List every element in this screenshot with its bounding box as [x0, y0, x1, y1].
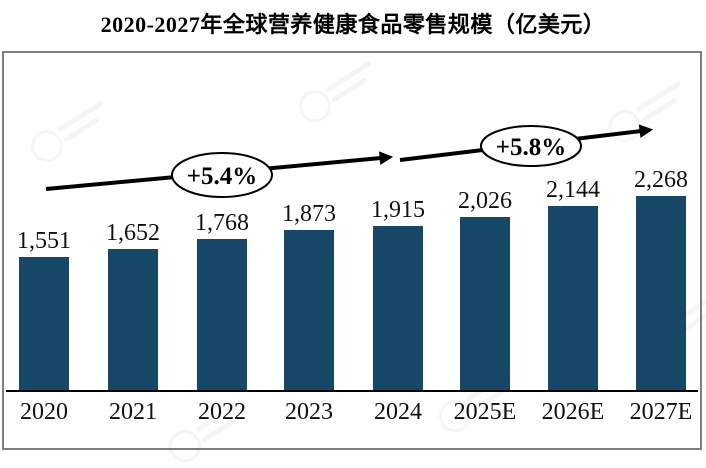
x-tick-label: 2020: [20, 399, 68, 425]
bar-value-label: 2,026: [458, 188, 512, 214]
growth-rate-ellipse-2: [480, 125, 582, 167]
chart-page: { "title": "2020-2027年全球营养健康食品零售规模（亿美元）"…: [2, 12, 706, 468]
bar-value-label: 1,551: [17, 228, 71, 254]
bar: [373, 226, 423, 390]
bar: [284, 230, 334, 390]
bar-value-label: 2,268: [634, 167, 688, 193]
bar-value-label: 2,144: [546, 177, 600, 203]
x-tick-label: 2025E: [453, 399, 517, 425]
trend-arrow-layer: +5.4% +5.8%: [45, 124, 654, 198]
bar: [197, 239, 247, 390]
bar: [19, 257, 69, 390]
chart-title: 2020-2027年全球营养健康食品零售规模（亿美元）: [100, 12, 606, 37]
plot-area: +5.4% +5.8% 1,551 1,652 1,768 1,873 1,915 2,0…: [4, 53, 706, 468]
chart-frame: +5.4% +5.8% 1,551 1,652 1,768 1,873 1,915 2,0…: [2, 51, 706, 468]
x-tick-label: 2023: [285, 399, 333, 425]
x-tick-label: 2021: [109, 399, 157, 425]
bar: [108, 249, 158, 390]
bar-value-label: 1,873: [282, 201, 336, 227]
bar: [548, 206, 598, 390]
bar: [460, 217, 510, 390]
growth-rate-ellipse-1: [171, 152, 273, 198]
bar-value-label: 1,915: [371, 197, 425, 223]
x-axis-line: [6, 390, 698, 392]
growth-rate-label-2: +5.8%: [496, 134, 567, 161]
x-tick-label: 2024: [374, 399, 422, 425]
bar: [636, 196, 686, 390]
x-tick-label: 2027E: [629, 399, 693, 425]
x-tick-label: 2026E: [541, 399, 605, 425]
x-tick-label: 2022: [198, 399, 246, 425]
bar-value-label: 1,768: [195, 210, 249, 236]
bar-value-label: 1,652: [106, 220, 160, 246]
growth-rate-label-1: +5.4%: [187, 163, 258, 190]
